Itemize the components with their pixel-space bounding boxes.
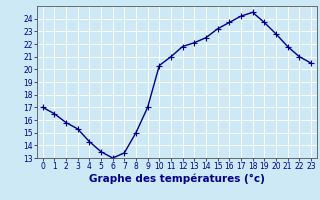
X-axis label: Graphe des températures (°c): Graphe des températures (°c) xyxy=(89,174,265,184)
